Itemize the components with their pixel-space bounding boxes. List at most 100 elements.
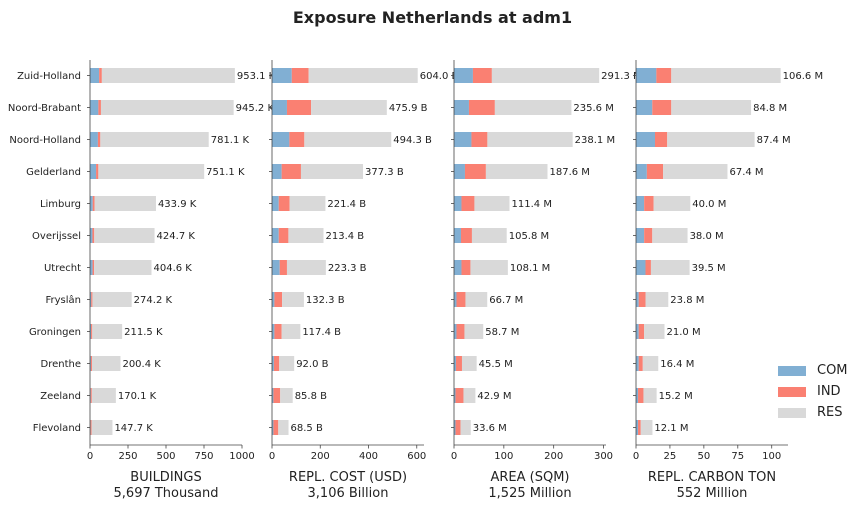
total-label-groningen: 211.5 K [124, 327, 163, 338]
bar-com-utrecht [272, 260, 280, 275]
total-label-zuid-holland: 953.1 K [237, 71, 276, 82]
total-label-flevoland: 147.7 K [114, 423, 153, 434]
x-tick-label: 300 [594, 451, 613, 462]
bar-com-overijssel [454, 228, 461, 243]
bar-ind-noord-holland [471, 132, 488, 147]
panel-total-buildings: 5,697 Thousand [114, 486, 219, 501]
bar-res-utrecht [650, 260, 690, 275]
x-tick-label: 500 [156, 451, 175, 462]
bar-ind-groningen [91, 324, 93, 339]
bar-ind-utrecht [461, 260, 471, 275]
bar-res-zuid-holland [671, 68, 781, 83]
bar-com-gelderland [272, 164, 282, 179]
y-tick-label-overijssel: Overijssel [32, 231, 81, 242]
bar-ind-groningen [456, 324, 465, 339]
bar-ind-flevoland [455, 420, 461, 435]
x-tick-label: 100 [494, 451, 513, 462]
bar-com-drenthe [454, 356, 456, 371]
total-label-drenthe: 16.4 M [660, 359, 694, 370]
total-label-drenthe: 200.4 K [122, 359, 161, 370]
bar-com-frysl-n [272, 292, 275, 307]
bar-res-noord-brabant [494, 100, 572, 115]
x-tick-label: 75 [731, 451, 744, 462]
x-tick-label: 750 [194, 451, 213, 462]
bar-ind-drenthe [273, 356, 280, 371]
bar-com-noord-brabant [272, 100, 287, 115]
x-tick-label: 50 [697, 451, 710, 462]
bar-ind-groningen [638, 324, 645, 339]
bar-ind-zeeland [455, 388, 464, 403]
panel-total-repl-cost-usd: 3,106 Billion [308, 486, 389, 501]
y-tick-label-gelderland: Gelderland [26, 167, 81, 178]
bar-res-noord-brabant [311, 100, 387, 115]
bar-res-drenthe [461, 356, 477, 371]
bar-com-groningen [272, 324, 275, 339]
bar-com-drenthe [636, 356, 639, 371]
bar-res-zuid-holland [101, 68, 235, 83]
bar-ind-noord-brabant [652, 100, 672, 115]
total-label-limburg: 433.9 K [158, 199, 197, 210]
x-tick-label: 100 [762, 451, 781, 462]
total-label-noord-holland: 87.4 M [757, 135, 791, 146]
bar-ind-drenthe [90, 356, 92, 371]
bar-ind-gelderland [281, 164, 301, 179]
bar-res-groningen [281, 324, 301, 339]
bar-res-zeeland [91, 388, 116, 403]
total-label-flevoland: 12.1 M [654, 423, 688, 434]
bar-com-overijssel [90, 228, 93, 243]
bar-res-utrecht [94, 260, 152, 275]
bar-res-limburg [474, 196, 510, 211]
total-label-zeeland: 42.9 M [477, 391, 511, 402]
bar-res-noord-holland [487, 132, 573, 147]
bar-com-zeeland [272, 388, 274, 403]
bar-res-frysl-n [92, 292, 132, 307]
total-label-gelderland: 187.6 M [549, 167, 589, 178]
legend-label-res: RES [817, 405, 843, 420]
panel-total-repl-carbon-ton: 552 Million [677, 486, 748, 501]
y-tick-label-limburg: Limburg [40, 199, 81, 210]
bar-res-frysl-n [282, 292, 304, 307]
legend-item-ind: IND [778, 381, 848, 402]
legend-swatch-com [778, 365, 806, 376]
bar-ind-frysl-n [91, 292, 93, 307]
total-label-noord-brabant: 945.2 K [236, 103, 275, 114]
bar-com-zeeland [454, 388, 456, 403]
bar-com-noord-holland [636, 132, 655, 147]
bar-ind-overijssel [644, 228, 653, 243]
x-tick-label: 0 [269, 451, 275, 462]
bar-ind-utrecht [279, 260, 287, 275]
bar-com-noord-holland [90, 132, 98, 147]
bar-com-noord-brabant [636, 100, 653, 115]
total-label-frysl-n: 66.7 M [489, 295, 523, 306]
bar-res-zeeland [643, 388, 657, 403]
bar-com-groningen [636, 324, 639, 339]
y-tick-label-frysl-n: Fryslân [45, 294, 81, 306]
total-label-overijssel: 38.0 M [690, 231, 724, 242]
bar-res-noord-brabant [671, 100, 752, 115]
bar-com-utrecht [636, 260, 646, 275]
total-label-utrecht: 39.5 M [692, 263, 726, 274]
bar-ind-frysl-n [456, 292, 466, 307]
x-axis-label-area-sqm: AREA (SQM) [490, 470, 569, 485]
y-tick-label-zeeland: Zeeland [40, 391, 81, 402]
x-tick-label: 25 [664, 451, 677, 462]
total-label-frysl-n: 23.8 M [670, 295, 704, 306]
total-label-overijssel: 105.8 M [509, 231, 549, 242]
bar-ind-frysl-n [638, 292, 646, 307]
x-axis-label-repl-cost-usd: REPL. COST (USD) [289, 470, 407, 485]
bar-ind-overijssel [92, 228, 95, 243]
y-tick-label-utrecht: Utrecht [44, 263, 81, 274]
bar-ind-limburg [92, 196, 95, 211]
total-label-noord-brabant: 475.9 B [389, 103, 428, 114]
bar-com-limburg [636, 196, 645, 211]
bar-res-overijssel [288, 228, 324, 243]
bar-res-noord-holland [667, 132, 755, 147]
total-label-gelderland: 377.3 B [365, 167, 404, 178]
total-label-groningen: 21.0 M [667, 327, 701, 338]
total-label-noord-brabant: 235.6 M [573, 103, 613, 114]
x-tick-label: 1000 [229, 451, 254, 462]
bar-com-frysl-n [90, 292, 92, 307]
bar-com-utrecht [90, 260, 93, 275]
legend-item-com: COM [778, 360, 848, 381]
bar-ind-overijssel [460, 228, 472, 243]
